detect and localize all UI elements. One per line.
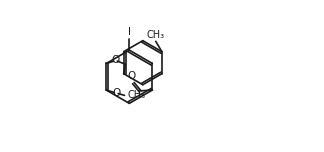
Text: O: O xyxy=(111,55,120,65)
Text: O: O xyxy=(112,88,120,98)
Text: CH₃: CH₃ xyxy=(146,30,164,40)
Text: O: O xyxy=(127,71,135,81)
Text: I: I xyxy=(128,27,131,37)
Text: CH₃: CH₃ xyxy=(127,90,145,100)
